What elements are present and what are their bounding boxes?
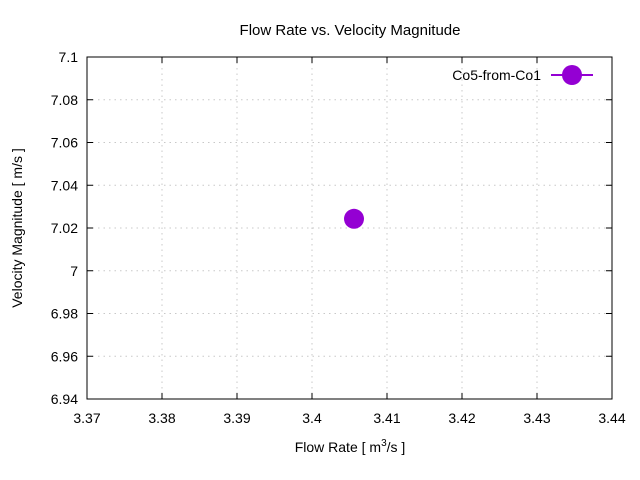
- x-tick-label: 3.39: [223, 410, 250, 426]
- x-tick-label: 3.38: [148, 410, 175, 426]
- x-tick-label: 3.42: [448, 410, 475, 426]
- chart-title: Flow Rate vs. Velocity Magnitude: [240, 22, 461, 39]
- y-tick-label: 7.04: [51, 177, 78, 193]
- legend-label-co5-from-co1: Co5-from-Co1: [452, 67, 541, 83]
- data-point: [344, 208, 364, 229]
- x-tick-label: 3.41: [373, 410, 400, 426]
- plot-area-frame: [86, 56, 613, 400]
- data-points: [344, 208, 364, 229]
- x-tick-label: 3.44: [598, 410, 625, 426]
- y-tick-label: 7.02: [51, 220, 78, 236]
- y-tick-label: 7.1: [59, 49, 79, 65]
- y-tick-label: 7.08: [51, 92, 78, 108]
- y-tick-label: 6.94: [51, 391, 78, 407]
- y-tick-label: 7: [70, 263, 78, 279]
- legend-marker: [562, 65, 582, 85]
- x-tick-label: 3.43: [523, 410, 550, 426]
- axis-ticks: 3.37 3.38 3.39 3.4 3.41 3.42 3.43 3.44 6.94 6.96 6…: [51, 49, 626, 426]
- x-tick-label: 3.37: [73, 410, 100, 426]
- y-tick-label: 6.98: [51, 306, 78, 322]
- legend: Co5-from-Co1: [452, 65, 593, 85]
- gridlines: [87, 57, 612, 399]
- y-tick-label: 7.06: [51, 135, 78, 151]
- x-tick-label: 3.4: [302, 410, 322, 426]
- y-tick-label: 6.96: [51, 348, 78, 364]
- y-axis-label: Velocity Magnitude [ m/s ]: [9, 148, 25, 308]
- x-axis-label: Flow Rate [ m3/s ]: [295, 438, 406, 455]
